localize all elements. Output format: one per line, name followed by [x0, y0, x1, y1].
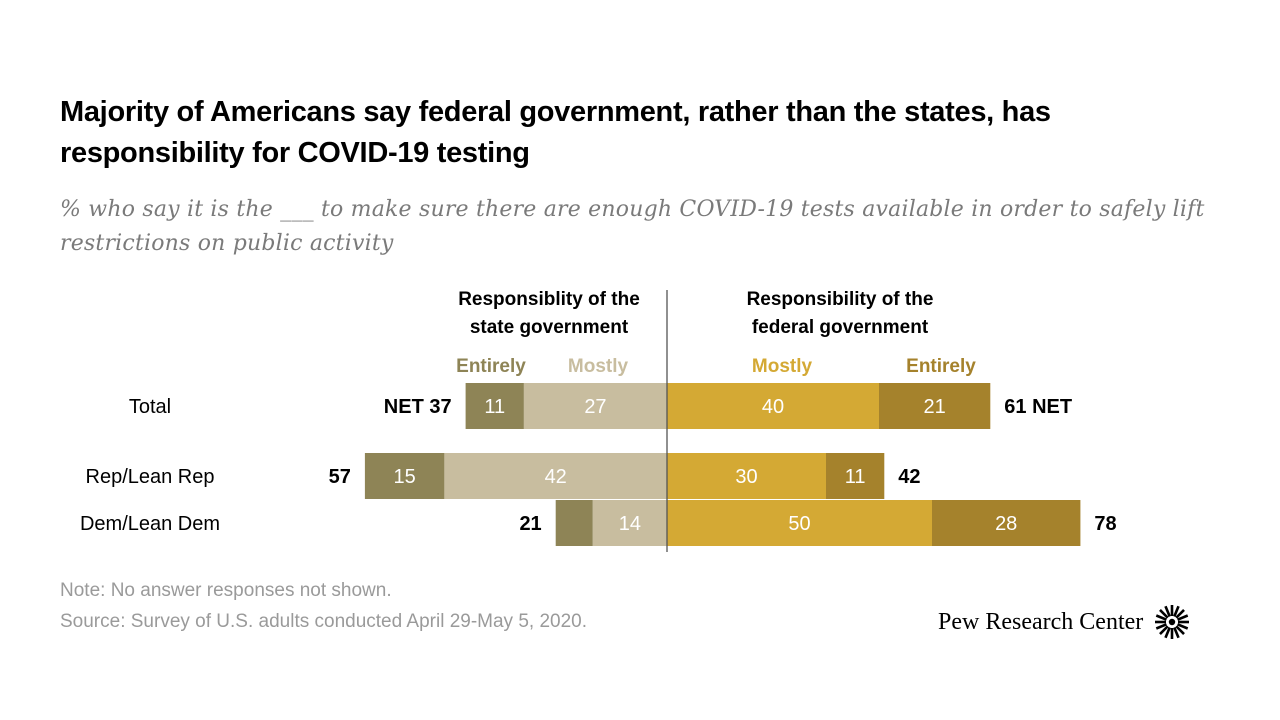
net-label-federal: 78	[1094, 513, 1116, 535]
value-label-federal-mostly: 30	[735, 466, 757, 488]
sunburst-ray	[1156, 614, 1168, 621]
sunburst-ray	[1175, 609, 1186, 619]
value-label-federal-entirely: 21	[924, 396, 946, 418]
note: Note: No answer responses not shown.	[60, 580, 392, 601]
sunburst-ray	[1159, 609, 1169, 619]
chart-title: Majority of Americans say federal govern…	[60, 96, 1051, 169]
chart: Responsiblity of the state government Resp…	[80, 289, 1117, 552]
net-label-federal: 61 NET	[1004, 396, 1072, 418]
bar-federal-entirely	[879, 383, 991, 429]
bar-state-entirely	[364, 453, 445, 499]
net-label-federal: 42	[898, 466, 920, 488]
value-label-state-entirely: 11	[484, 396, 505, 418]
sunburst-ray	[1177, 623, 1189, 630]
value-label-federal-entirely: 11	[845, 466, 866, 488]
bar-state-mostly	[444, 453, 667, 499]
legend-federal-entirely: Entirely	[906, 356, 976, 377]
sunburst-ray	[1177, 614, 1189, 621]
legend-federal-mostly: Mostly	[752, 356, 813, 377]
category-label: Total	[129, 396, 171, 418]
net-label-state: 21	[519, 513, 541, 535]
category-label: Rep/Lean Rep	[86, 466, 215, 488]
bar-federal-entirely	[932, 500, 1081, 546]
value-label-state-entirely: 15	[394, 466, 416, 488]
state-header: state government	[470, 317, 629, 338]
federal-header: Responsibility of the	[747, 289, 934, 310]
value-label-federal-mostly: 40	[762, 396, 784, 418]
bar-state-entirely	[465, 383, 524, 429]
source: Source: Survey of U.S. adults conducted …	[60, 611, 588, 632]
sunburst-ray	[1164, 627, 1172, 639]
bar-state-mostly	[592, 500, 667, 546]
bar-state-entirely	[555, 500, 593, 546]
legend-state-entirely: Entirely	[456, 356, 526, 377]
sunburst-ray	[1159, 625, 1169, 635]
bar-federal-entirely	[826, 453, 885, 499]
sunburst-ray	[1156, 623, 1168, 630]
logo-text: Pew Research Center	[938, 608, 1144, 635]
value-label-state-mostly: 27	[584, 396, 606, 418]
category-label: Dem/Lean Dem	[80, 513, 220, 535]
chart-subtitle: % who say it is the ___ to make sure the…	[60, 197, 1205, 256]
net-label-state: NET 37	[384, 396, 452, 418]
value-label-state-mostly: 14	[619, 513, 641, 535]
bar-federal-mostly	[667, 383, 879, 429]
state-header: Responsiblity of the	[458, 289, 640, 310]
bar-federal-mostly	[667, 453, 826, 499]
bar-federal-mostly	[667, 500, 932, 546]
federal-header: federal government	[752, 317, 929, 338]
sunburst-ray	[1164, 605, 1172, 617]
value-label-federal-mostly: 50	[788, 513, 810, 535]
legend-state-mostly: Mostly	[568, 356, 629, 377]
value-label-federal-entirely: 28	[995, 513, 1017, 535]
sunburst-ray	[1173, 627, 1180, 639]
net-label-state: 57	[329, 466, 351, 488]
sunburst-icon	[1155, 605, 1190, 639]
bar-state-mostly	[523, 383, 667, 429]
sunburst-ray	[1175, 625, 1186, 635]
pew-logo: Pew Research Center	[938, 604, 1191, 640]
value-label-state-mostly: 42	[545, 466, 567, 488]
sunburst-ray	[1173, 605, 1180, 617]
